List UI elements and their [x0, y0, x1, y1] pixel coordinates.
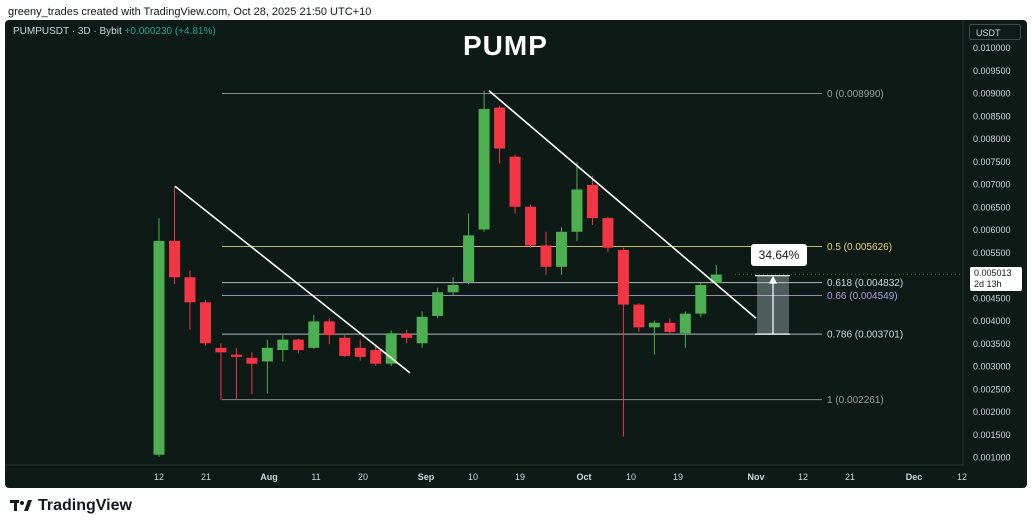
bear-candle: [617, 249, 629, 305]
bear-candle: [494, 107, 506, 149]
y-axis-tick-label: 0.009000: [973, 89, 1011, 99]
chart-caption: greeny_trades created with TradingView.c…: [8, 6, 372, 18]
symbol-info-line[interactable]: PUMPUSDT · 3D · Bybit +0.000230 (+4.81%): [13, 26, 216, 37]
x-axis-tick-label: 12: [154, 472, 164, 482]
bear-candle: [602, 218, 614, 248]
x-axis-tick-label: Sep: [418, 472, 435, 482]
bear-candle: [664, 322, 676, 332]
chart-panel[interactable]: 0.010000 0.009500 0.009000 0.008500 0.008000…: [5, 20, 1027, 488]
bear-candle: [215, 347, 227, 353]
bear-candle: [401, 334, 413, 338]
x-axis-tick-label: 19: [515, 472, 525, 482]
y-axis-tick-label: 0.006500: [973, 202, 1011, 212]
bear-candle: [323, 321, 335, 336]
x-axis-tick-label: 19: [673, 472, 683, 482]
y-axis-tick-label: 0.007000: [973, 180, 1011, 190]
y-axis-tick-label: 0.003500: [973, 339, 1011, 349]
bear-candle: [168, 240, 180, 278]
price-chart[interactable]: 0.010000 0.009500 0.009000 0.008500 0.008000…: [5, 20, 1027, 488]
currency-selector[interactable]: USDT: [969, 24, 1021, 40]
bull-candle: [385, 333, 397, 364]
bear-candle: [292, 339, 304, 351]
bull-candle: [308, 321, 320, 348]
price-change: +0.000230 (+4.81%): [124, 26, 216, 37]
bear-candle: [633, 304, 645, 328]
x-axis-tick-label: Aug: [260, 472, 278, 482]
last-price-badge: 0.005013 2d 13h: [970, 267, 1022, 291]
bull-candle: [447, 285, 459, 293]
range-change-label: 34.64%: [751, 244, 807, 266]
bull-candle: [463, 235, 475, 282]
bear-candle: [246, 357, 258, 364]
x-axis-tick-label: 21: [201, 472, 211, 482]
y-axis-tick-label: 0.009500: [973, 66, 1011, 76]
y-axis-tick-label: 0.001000: [973, 453, 1011, 463]
chart-title: PUMP: [463, 30, 548, 61]
x-axis-tick-label: 20: [358, 472, 368, 482]
fib-level-label: 0.786 (0.003701): [827, 330, 903, 341]
candle-countdown: 2d 13h: [974, 279, 1002, 289]
x-axis-tick-label: Nov: [747, 472, 764, 482]
bear-candle: [230, 354, 242, 357]
x-axis-tick-label: 10: [468, 472, 478, 482]
fib-level-label: 0 (0.008990): [827, 89, 884, 100]
x-axis-tick-label: 21: [845, 472, 855, 482]
bull-candle: [478, 108, 490, 230]
tradingview-logo-icon: [10, 500, 32, 511]
y-axis-tick-label: 0.010000: [973, 43, 1011, 53]
x-axis-tick-label: Dec: [906, 472, 923, 482]
bull-candle: [571, 189, 583, 232]
x-axis-tick-label: 10: [626, 472, 636, 482]
y-axis-tick-label: 0.007500: [973, 157, 1011, 167]
y-axis-tick-label: 0.001500: [973, 430, 1011, 440]
y-axis-tick-label: 0.008500: [973, 111, 1011, 121]
bear-candle: [586, 184, 598, 219]
y-axis-tick-label: 0.006000: [973, 225, 1011, 235]
bear-candle: [354, 347, 366, 357]
bull-candle: [432, 292, 444, 316]
last-price-value: 0.005013: [974, 268, 1012, 278]
bear-candle: [184, 277, 196, 303]
bull-candle: [416, 316, 428, 344]
bull-candle: [679, 313, 691, 334]
y-axis-tick-label: 0.003000: [973, 362, 1011, 372]
bull-candle: [555, 231, 567, 267]
y-axis-tick-label: 0.002500: [973, 384, 1011, 394]
bear-candle: [525, 206, 537, 246]
price-range-arrow-head: [769, 275, 777, 284]
x-axis-tick-label: 12: [957, 472, 967, 482]
bull-candle: [277, 339, 289, 351]
fib-level-label: 0.66 (0.004549): [827, 291, 898, 302]
bull-candle: [695, 285, 707, 314]
trendline: [488, 90, 757, 319]
y-axis-tick-label: 0.005500: [973, 248, 1011, 258]
bear-candle: [339, 337, 351, 356]
fib-level-label: 1 (0.002261): [827, 395, 884, 406]
footer: TradingView: [10, 497, 132, 515]
y-axis-tick-label: 0.008000: [973, 134, 1011, 144]
bear-candle: [509, 156, 521, 207]
y-axis-tick-label: 0.004500: [973, 293, 1011, 303]
x-axis-tick-label: 12: [798, 472, 808, 482]
bull-candle: [153, 240, 165, 455]
trendline: [174, 185, 411, 374]
y-axis-tick-label: 0.004000: [973, 316, 1011, 326]
x-axis-tick-label: Oct: [576, 472, 591, 482]
bull-candle: [648, 322, 660, 328]
tradingview-brand: TradingView: [38, 497, 132, 514]
fib-level-label: 0.618 (0.004832): [827, 278, 903, 289]
bull-candle: [261, 347, 273, 362]
symbol-info: PUMPUSDT · 3D · Bybit: [13, 26, 122, 37]
bull-candle: [710, 274, 722, 284]
bear-candle: [370, 350, 382, 364]
y-axis-tick-label: 0.002000: [973, 407, 1011, 417]
bear-candle: [199, 302, 211, 344]
x-axis-tick-label: 11: [311, 472, 320, 482]
bear-candle: [540, 245, 552, 267]
fib-level-label: 0.5 (0.005626): [827, 242, 892, 253]
